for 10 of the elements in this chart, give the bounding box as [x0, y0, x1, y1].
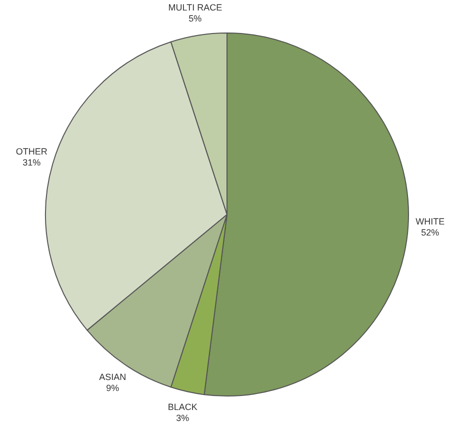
slice-label: ASIAN: [99, 372, 126, 382]
data-label: 5%: [188, 13, 202, 24]
slice-label: OTHER: [16, 146, 48, 157]
slice-label: MULTI RACE: [168, 2, 222, 12]
data-label: 3%: [176, 413, 190, 424]
data-label: 9%: [106, 382, 120, 393]
slice-label: BLACK: [168, 402, 198, 412]
data-label: 31%: [22, 158, 41, 168]
slice-label: WHITE: [416, 216, 445, 226]
data-label: 52%: [421, 227, 440, 238]
